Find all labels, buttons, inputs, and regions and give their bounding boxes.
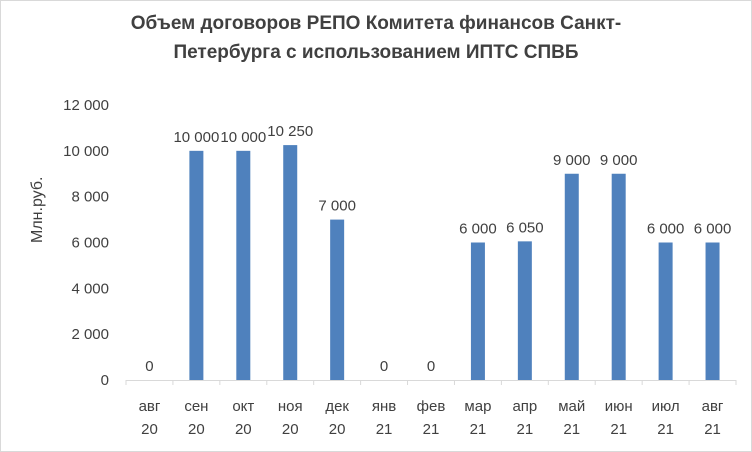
chart-title-line-1: Объем договоров РЕПО Комитета финансов С… [130,13,622,34]
y-tick-label: 2 000 [71,326,109,343]
y-tick-label: 0 [101,372,109,389]
x-tick-label-month: июн [605,398,633,415]
data-label: 6 000 [647,221,685,238]
x-tick-label-month: ноя [278,398,303,415]
bar [470,242,485,380]
data-label: 9 000 [553,152,591,169]
data-label: 0 [145,358,153,375]
bar [283,145,298,380]
data-label: 10 000 [220,129,266,146]
y-tick-label: 8 000 [71,189,109,206]
x-tick-label-month: авг [702,398,724,415]
data-label: 6 050 [506,219,544,236]
y-tick-label: 4 000 [71,280,109,297]
data-label: 0 [427,358,435,375]
x-tick-label-month: авг [139,398,161,415]
x-tick-label-month: июл [652,398,680,415]
x-tick-label-month: мар [464,398,491,415]
bar [189,150,204,380]
chart-title-line-2: Петербурга с использованием ИПТС СПВБ [173,42,579,63]
x-tick-label-year: 21 [563,421,580,438]
x-tick-label-year: 20 [188,421,205,438]
x-tick-label-month: окт [232,398,254,415]
bar [517,241,532,380]
bar [705,242,720,380]
x-tick-label-month: сен [184,398,208,415]
bar [611,173,626,380]
x-tick-label-month: дек [325,398,349,415]
bar [564,173,579,380]
data-label: 10 000 [173,129,219,146]
y-tick-label: 12 000 [63,97,109,114]
data-label: 10 250 [267,123,313,140]
x-tick-label-year: 20 [235,421,252,438]
x-tick-label-month: май [558,398,585,415]
x-tick-label-year: 21 [376,421,393,438]
bar [236,150,251,380]
x-tick-label-year: 20 [282,421,299,438]
x-tick-label-year: 20 [329,421,346,438]
bar [330,219,345,380]
y-tick-label: 10 000 [63,143,109,160]
chart-title: Объем договоров РЕПО Комитета финансов С… [1,9,751,67]
data-label: 7 000 [318,198,356,215]
bar [658,242,673,380]
y-tick-label: 6 000 [71,235,109,252]
x-tick-label-month: янв [372,398,396,415]
data-label: 6 000 [694,221,732,238]
data-label: 6 000 [459,221,497,238]
x-tick-label-year: 21 [470,421,487,438]
data-label: 0 [380,358,388,375]
data-label: 9 000 [600,152,638,169]
x-tick-label-year: 21 [517,421,534,438]
x-tick-label-year: 21 [657,421,674,438]
x-tick-label-year: 21 [423,421,440,438]
x-tick-label-month: фев [417,398,446,415]
x-tick-label-year: 21 [704,421,721,438]
x-tick-label-month: апр [512,398,537,415]
x-tick-label-year: 21 [610,421,627,438]
x-tick-label-year: 20 [141,421,158,438]
